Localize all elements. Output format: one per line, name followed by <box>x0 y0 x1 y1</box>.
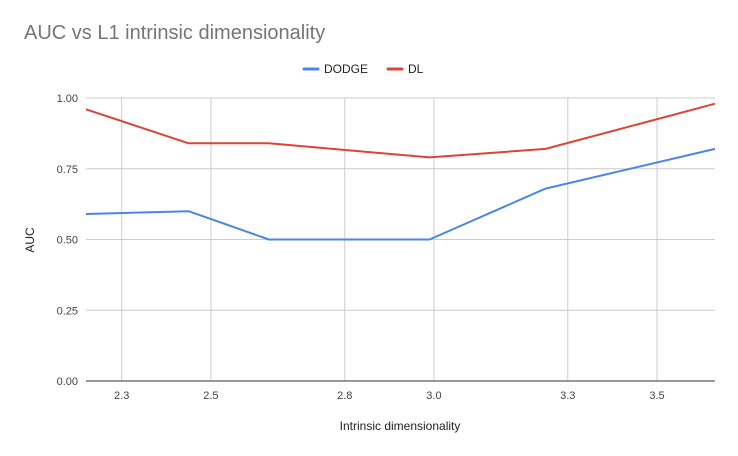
x-tick-label: 2.3 <box>114 390 129 402</box>
x-axis-label: Intrinsic dimensionality <box>340 419 461 433</box>
y-tick-label: 1.00 <box>57 93 78 105</box>
series-line-dodge <box>85 147 716 241</box>
x-tick-label: 3.0 <box>426 390 441 402</box>
y-tick-label: 0.00 <box>57 376 78 388</box>
legend-label-dl: DL <box>408 62 424 76</box>
legend-label-dodge: DODGE <box>324 62 368 76</box>
y-tick-label: 0.25 <box>57 305 78 317</box>
series-line-dl <box>85 102 716 159</box>
x-tick-label: 3.3 <box>560 390 575 402</box>
y-tick-label: 0.75 <box>57 164 78 176</box>
y-tick-label: 0.50 <box>57 235 78 247</box>
chart-title: AUC vs L1 intrinsic dimensionality <box>24 22 326 44</box>
x-tick-label: 2.5 <box>203 390 218 402</box>
x-tick-label: 3.5 <box>649 390 664 402</box>
axes: 0.00 0.25 0.50 0.75 1.00 2.3 2.5 2.8 3.0 3.3 3.5 <box>57 93 715 402</box>
legend: DODGE DL <box>302 62 424 76</box>
series-lines <box>85 102 716 241</box>
x-tick-label: 2.8 <box>337 390 352 402</box>
y-axis-label: AUC <box>23 227 37 253</box>
